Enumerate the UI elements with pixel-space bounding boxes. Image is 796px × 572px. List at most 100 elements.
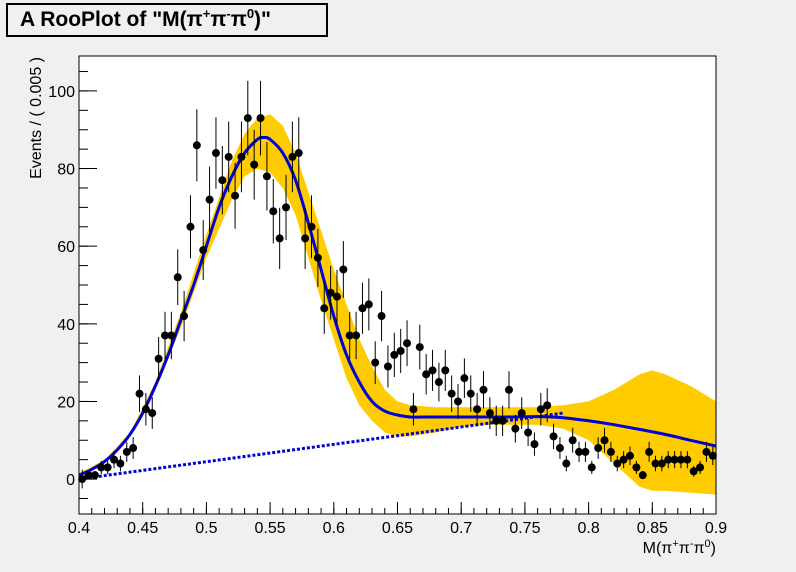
data-point [702, 441, 711, 462]
data-marker [116, 459, 125, 468]
data-point [479, 371, 488, 409]
x-tick-label: 0.55 [255, 520, 286, 537]
data-marker [441, 366, 450, 375]
data-point [332, 269, 341, 324]
data-marker [530, 440, 539, 449]
data-point [689, 465, 698, 477]
data-marker [434, 378, 443, 387]
data-point [492, 405, 501, 436]
data-point [167, 311, 176, 360]
data-marker [670, 455, 679, 464]
data-marker [600, 436, 609, 445]
data-point [339, 241, 348, 298]
data-point [116, 455, 125, 472]
y-tick-label: 60 [57, 239, 75, 256]
data-point [460, 358, 469, 398]
data-point [530, 432, 539, 456]
data-marker [211, 149, 220, 158]
data-marker [199, 246, 208, 255]
x-tick-label: 0.9 [705, 520, 727, 537]
data-marker [371, 358, 380, 367]
data-marker [103, 463, 112, 472]
data-point [262, 142, 271, 211]
data-marker [294, 149, 303, 158]
data-point [288, 121, 297, 193]
data-marker [396, 346, 405, 355]
data-point [110, 451, 119, 469]
data-point [587, 460, 596, 475]
data-marker [485, 409, 494, 418]
data-point [485, 397, 494, 429]
data-point [256, 80, 265, 156]
data-point [173, 249, 182, 306]
y-tick-label: 80 [57, 162, 75, 179]
data-marker [320, 304, 329, 313]
data-point [600, 427, 609, 453]
data-marker [460, 374, 469, 383]
data-marker [288, 152, 297, 161]
data-marker [218, 176, 227, 185]
data-marker [237, 152, 246, 161]
data-marker [364, 300, 373, 309]
y-tick-label: 100 [48, 84, 75, 101]
data-point [626, 446, 635, 466]
data-point [282, 174, 291, 240]
data-point [192, 109, 201, 182]
y-tick-label: 20 [57, 394, 75, 411]
data-point [434, 362, 443, 402]
data-point [358, 282, 367, 334]
data-marker [594, 444, 603, 453]
data-point [504, 371, 513, 409]
data-point [498, 405, 507, 436]
data-marker [192, 141, 201, 150]
background-line [78, 411, 564, 481]
data-point [390, 332, 399, 377]
data-point [377, 290, 386, 342]
data-marker [683, 455, 692, 464]
x-tick-label: 0.85 [637, 520, 668, 537]
data-marker [517, 409, 526, 418]
data-marker [473, 405, 482, 414]
data-point [549, 423, 558, 450]
data-point [103, 460, 112, 475]
axes-layer: 0.4 0.45 0.5 0.55 0.6 0.65 0.7 0.75 0.8 0.85 0.9 0 2… [48, 71, 727, 537]
data-marker [256, 114, 265, 123]
data-marker [154, 354, 163, 363]
data-marker [160, 331, 169, 340]
x-tick-label: 0.6 [323, 520, 345, 537]
data-marker [243, 114, 252, 123]
y-axis-label: Events / ( 0.005 ) [28, 57, 45, 179]
data-point [218, 146, 227, 215]
data-point [294, 117, 303, 189]
data-marker [148, 409, 157, 418]
x-axis-label: M(π+π-π0) [643, 538, 716, 557]
x-tick-label: 0.75 [509, 520, 540, 537]
x-tick-label: 0.5 [195, 520, 217, 537]
data-marker [549, 432, 558, 441]
data-marker [657, 459, 666, 468]
data-marker [536, 405, 545, 414]
data-marker [498, 416, 507, 425]
data-marker [205, 195, 214, 204]
data-marker [231, 191, 240, 200]
data-marker [409, 405, 418, 414]
data-marker [632, 463, 641, 472]
data-marker [543, 401, 552, 410]
data-marker [377, 312, 386, 321]
data-point [645, 441, 654, 462]
data-marker [702, 447, 711, 456]
data-marker [555, 444, 564, 453]
data-marker [275, 234, 284, 243]
data-point [403, 320, 412, 367]
data-point [536, 392, 545, 426]
data-point [307, 195, 316, 259]
data-point [224, 121, 233, 193]
data-point [383, 345, 392, 388]
data-point [180, 290, 189, 342]
data-point [205, 166, 214, 233]
data-marker [466, 389, 475, 398]
data-point [447, 375, 456, 412]
data-point [670, 451, 679, 469]
